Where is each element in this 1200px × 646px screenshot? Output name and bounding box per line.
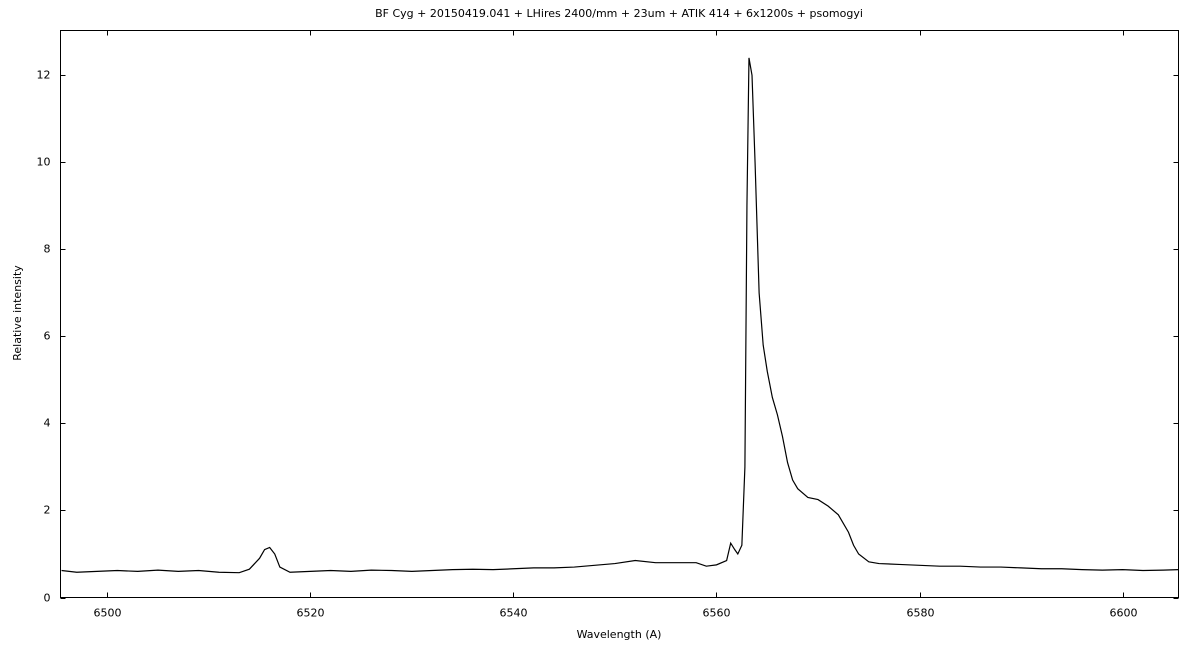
plot-frame [60, 30, 1179, 598]
x-tick-label: 6540 [500, 607, 528, 620]
x-axis-label: Wavelength (A) [577, 628, 662, 641]
x-tick-label: 6580 [907, 607, 935, 620]
y-tick-label: 0 [44, 592, 51, 605]
x-tick-label: 6520 [297, 607, 325, 620]
y-tick-label: 10 [37, 156, 51, 169]
spectrum-line [61, 57, 1179, 574]
y-tick-label: 12 [37, 69, 51, 82]
y-axis-label: Relative intensity [11, 265, 24, 361]
y-tick-label: 4 [44, 417, 51, 430]
x-tick-label: 6560 [703, 607, 731, 620]
y-tick-label: 6 [44, 330, 51, 343]
x-tick-label: 6600 [1110, 607, 1138, 620]
y-tick-label: 8 [44, 243, 51, 256]
chart-title: BF Cyg + 20150419.041 + LHires 2400/mm +… [375, 7, 863, 20]
y-tick-label: 2 [44, 504, 51, 517]
x-tick-label: 6500 [94, 607, 122, 620]
